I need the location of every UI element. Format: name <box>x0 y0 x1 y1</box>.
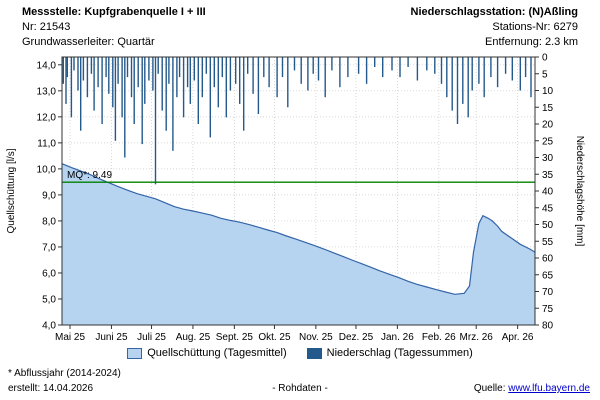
precip-station-title: Niederschlagsstation: (N)Aßling <box>410 6 578 18</box>
svg-text:Niederschlagshöhe [mm]: Niederschlagshöhe [mm] <box>574 136 585 247</box>
discharge-swatch <box>127 347 143 359</box>
svg-text:75: 75 <box>542 304 554 315</box>
svg-text:9,0: 9,0 <box>42 190 56 201</box>
svg-text:Feb. 26: Feb. 26 <box>422 332 456 343</box>
svg-text:45: 45 <box>542 203 554 214</box>
chart-legend: Quellschüttung (Tagesmittel) Niederschla… <box>0 347 600 359</box>
svg-text:Juli 25: Juli 25 <box>137 332 166 343</box>
svg-text:Mrz. 26: Mrz. 26 <box>460 332 494 343</box>
svg-text:Sept. 25: Sept. 25 <box>216 332 254 343</box>
svg-text:Nov. 25: Nov. 25 <box>299 332 333 343</box>
svg-text:0: 0 <box>542 53 548 64</box>
svg-text:60: 60 <box>542 254 554 265</box>
svg-text:50: 50 <box>542 220 554 231</box>
svg-text:5,0: 5,0 <box>42 294 56 305</box>
svg-text:Quellschüttung [l/s]: Quellschüttung [l/s] <box>6 148 17 233</box>
legend-precipitation-label: Niederschlag (Tagessummen) <box>326 347 473 359</box>
raw-data-label: - Rohdaten - <box>272 383 328 394</box>
precip-station-number: Stations-Nr: 6279 <box>492 21 578 33</box>
svg-text:10,0: 10,0 <box>37 164 57 175</box>
svg-text:5: 5 <box>542 69 548 80</box>
svg-text:13,0: 13,0 <box>37 86 57 97</box>
aquifer-label: Grundwasserleiter: Quartär <box>22 36 155 48</box>
station-number: Nr: 21543 <box>22 21 71 33</box>
mq-reference-line: MQ*: 9.49 <box>62 170 535 183</box>
svg-text:14,0: 14,0 <box>37 60 57 71</box>
svg-text:11,0: 11,0 <box>37 138 56 149</box>
svg-text:Juni 25: Juni 25 <box>95 332 128 343</box>
flow-year-note: * Abflussjahr (2014-2024) <box>8 368 121 379</box>
svg-text:40: 40 <box>542 187 554 198</box>
svg-text:Okt. 25: Okt. 25 <box>258 332 291 343</box>
svg-text:55: 55 <box>542 237 554 248</box>
svg-text:25: 25 <box>542 136 554 147</box>
svg-text:MQ*: 9.49: MQ*: 9.49 <box>67 170 112 181</box>
svg-text:12,0: 12,0 <box>37 112 57 123</box>
svg-text:10: 10 <box>542 86 554 97</box>
svg-text:80: 80 <box>542 321 554 332</box>
precip-distance: Entfernung: 2.3 km <box>485 36 578 48</box>
svg-text:4,0: 4,0 <box>42 321 56 332</box>
svg-text:Mai 25: Mai 25 <box>55 332 85 343</box>
svg-text:15: 15 <box>542 103 554 114</box>
discharge-area-series <box>61 163 536 325</box>
svg-text:35: 35 <box>542 170 554 181</box>
precipitation-bar-series <box>62 57 532 185</box>
right-axis: 0 5 10 15 20 25 30 35 40 45 50 55 60 65 70 75 80 Niedersc… <box>535 53 585 332</box>
legend-discharge-label: Quellschüttung (Tagesmittel) <box>147 347 287 359</box>
svg-text:20: 20 <box>542 120 554 131</box>
svg-text:8,0: 8,0 <box>42 216 56 227</box>
header-left: Messstelle: Kupfgrabenquelle I + III Nr:… <box>22 5 206 50</box>
station-title: Messstelle: Kupfgrabenquelle I + III <box>22 6 206 18</box>
source-line: Quelle: www.lfu.bayern.de <box>474 383 590 394</box>
svg-text:Dez. 25: Dez. 25 <box>339 332 374 343</box>
source-link[interactable]: www.lfu.bayern.de <box>508 383 590 394</box>
source-label: Quelle: <box>473 383 509 394</box>
legend-item-precipitation: Niederschlag (Tagessummen) <box>306 347 473 359</box>
svg-text:7,0: 7,0 <box>42 242 56 253</box>
x-axis: Mai 25 Juni 25 Juli 25 Aug. 25 Sept. 25 Okt. … <box>55 325 534 343</box>
svg-text:Aug. 25: Aug. 25 <box>176 332 211 343</box>
legend-item-discharge: Quellschüttung (Tagesmittel) <box>127 347 287 359</box>
precipitation-swatch <box>306 347 322 359</box>
svg-text:65: 65 <box>542 270 554 281</box>
svg-text:70: 70 <box>542 287 554 298</box>
left-axis: 4,0 5,0 6,0 7,0 8,0 9,0 10,0 11,0 12,0 13,0 14,0 Qu… <box>6 60 62 332</box>
svg-text:Apr. 26: Apr. 26 <box>502 332 534 343</box>
created-date: erstellt: 14.04.2026 <box>8 383 94 394</box>
svg-text:30: 30 <box>542 153 554 164</box>
svg-text:6,0: 6,0 <box>42 268 56 279</box>
header-right: Niederschlagsstation: (N)Aßling Stations… <box>411 5 578 50</box>
svg-text:Jan. 26: Jan. 26 <box>381 332 414 343</box>
